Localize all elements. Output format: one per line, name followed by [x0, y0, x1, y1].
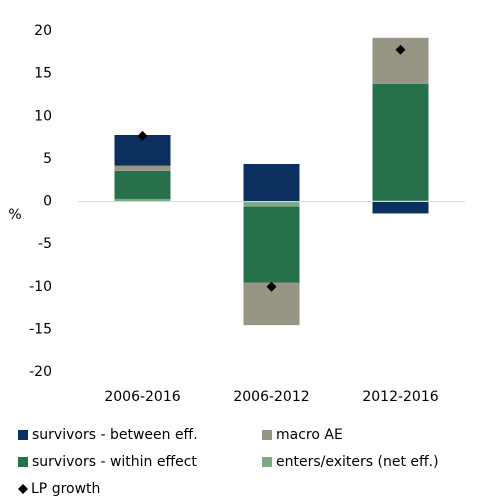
y-tick-label: 15 — [34, 66, 52, 82]
bar-segment — [243, 201, 300, 207]
legend-label: macro AE — [276, 427, 343, 443]
legend-label: survivors - within effect — [32, 454, 197, 470]
bar-segment — [372, 83, 429, 201]
y-tick-label: -15 — [29, 321, 52, 337]
legend-label: survivors - between eff. — [32, 427, 198, 443]
y-axis-label: % — [8, 207, 21, 223]
x-tick-label: 2012-2016 — [362, 389, 438, 405]
legend-label: LP growth — [31, 481, 100, 497]
y-tick-label: 20 — [34, 23, 52, 39]
y-tick-label: -5 — [38, 236, 52, 252]
bar-segment — [372, 201, 429, 214]
legend-swatch — [18, 457, 28, 467]
y-tick-label: -20 — [29, 364, 52, 380]
y-tick-label: 5 — [43, 151, 52, 167]
y-tick-label: -10 — [29, 279, 52, 295]
lp-growth-marker — [266, 281, 277, 292]
x-tick-label: 2006-2012 — [233, 389, 309, 405]
lp-growth-marker — [395, 44, 406, 55]
lp-growth-marker — [137, 130, 148, 141]
bar-segment — [243, 163, 300, 202]
bar-segment — [114, 170, 171, 199]
legend-swatch — [262, 457, 272, 467]
x-tick-label: 2006-2016 — [104, 389, 180, 405]
legend-swatch — [18, 430, 28, 440]
bar-segment — [114, 198, 171, 202]
legend-marker — [18, 484, 28, 494]
legend-swatch — [262, 430, 272, 440]
y-tick-label: 10 — [34, 108, 52, 124]
bar-segment — [372, 37, 429, 84]
bar-segment — [114, 165, 171, 171]
legend-label: enters/exiters (net eff.) — [276, 454, 439, 470]
y-tick-label: 0 — [43, 194, 52, 210]
bar-segment — [243, 206, 300, 283]
